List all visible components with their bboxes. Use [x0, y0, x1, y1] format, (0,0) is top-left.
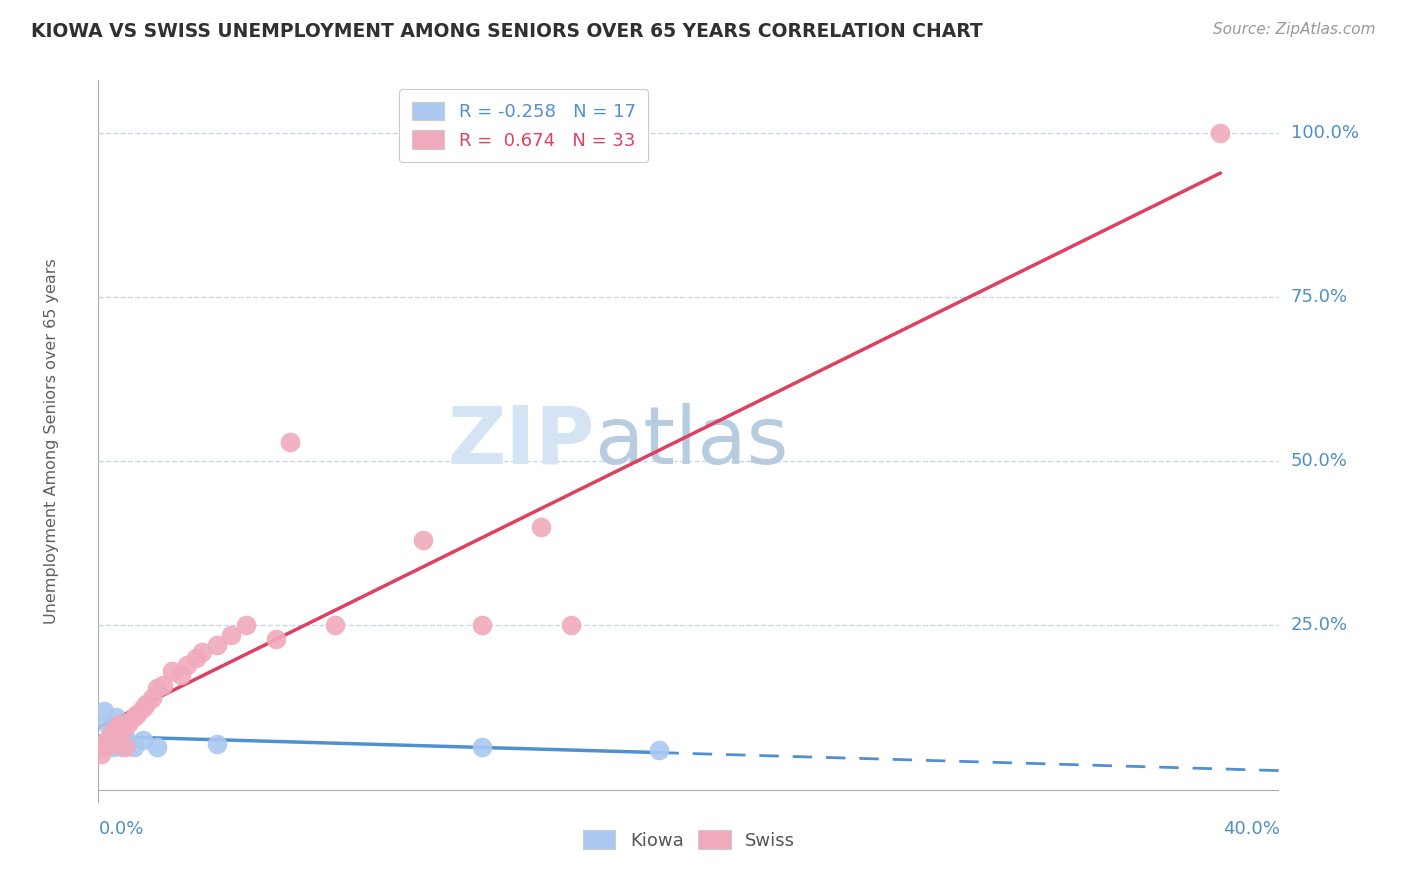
Point	[235, 618, 257, 632]
Point	[141, 690, 163, 705]
Point	[412, 533, 434, 547]
Point	[122, 739, 145, 754]
Text: atlas: atlas	[595, 402, 789, 481]
Point	[103, 723, 125, 738]
Point	[184, 651, 207, 665]
Text: Source: ZipAtlas.com: Source: ZipAtlas.com	[1212, 22, 1375, 37]
Point	[96, 733, 118, 747]
Point	[105, 710, 128, 724]
Point	[108, 737, 131, 751]
Point	[471, 618, 494, 632]
Point	[221, 628, 243, 642]
Text: 75.0%: 75.0%	[1291, 288, 1348, 306]
Text: 100.0%: 100.0%	[1291, 124, 1358, 142]
Point	[117, 717, 139, 731]
Point	[114, 739, 136, 754]
Text: 0.0%: 0.0%	[98, 821, 143, 838]
Point	[152, 677, 174, 691]
Text: Unemployment Among Seniors over 65 years: Unemployment Among Seniors over 65 years	[44, 259, 59, 624]
Point	[111, 739, 134, 754]
Point	[205, 638, 228, 652]
Text: ZIP: ZIP	[447, 402, 595, 481]
Text: KIOWA VS SWISS UNEMPLOYMENT AMONG SENIORS OVER 65 YEARS CORRELATION CHART: KIOWA VS SWISS UNEMPLOYMENT AMONG SENIOR…	[31, 22, 983, 41]
Legend: Kiowa, Swiss: Kiowa, Swiss	[574, 822, 804, 859]
Point	[323, 618, 346, 632]
Point	[170, 667, 193, 681]
Text: 40.0%: 40.0%	[1223, 821, 1279, 838]
Point	[111, 723, 134, 738]
Point	[280, 434, 302, 449]
Point	[103, 739, 125, 754]
Point	[114, 730, 136, 744]
Point	[93, 739, 115, 754]
Point	[162, 665, 183, 679]
Point	[125, 707, 148, 722]
Text: 50.0%: 50.0%	[1291, 452, 1347, 470]
Point	[1209, 126, 1232, 140]
Point	[132, 733, 155, 747]
Point	[132, 700, 155, 714]
Point	[108, 717, 131, 731]
Point	[205, 737, 228, 751]
Point	[93, 704, 115, 718]
Point	[146, 739, 169, 754]
Point	[530, 520, 553, 534]
Point	[264, 632, 287, 646]
Text: 25.0%: 25.0%	[1291, 616, 1348, 634]
Point	[98, 730, 121, 744]
Point	[90, 737, 112, 751]
Point	[471, 739, 494, 754]
Point	[560, 618, 582, 632]
Point	[105, 737, 128, 751]
Point	[146, 681, 169, 695]
Point	[122, 710, 145, 724]
Point	[103, 723, 125, 738]
Point	[191, 645, 214, 659]
Point	[98, 730, 121, 744]
Point	[176, 657, 198, 672]
Point	[90, 747, 112, 761]
Point	[135, 698, 157, 712]
Point	[96, 717, 118, 731]
Point	[648, 743, 671, 757]
Point	[117, 737, 139, 751]
